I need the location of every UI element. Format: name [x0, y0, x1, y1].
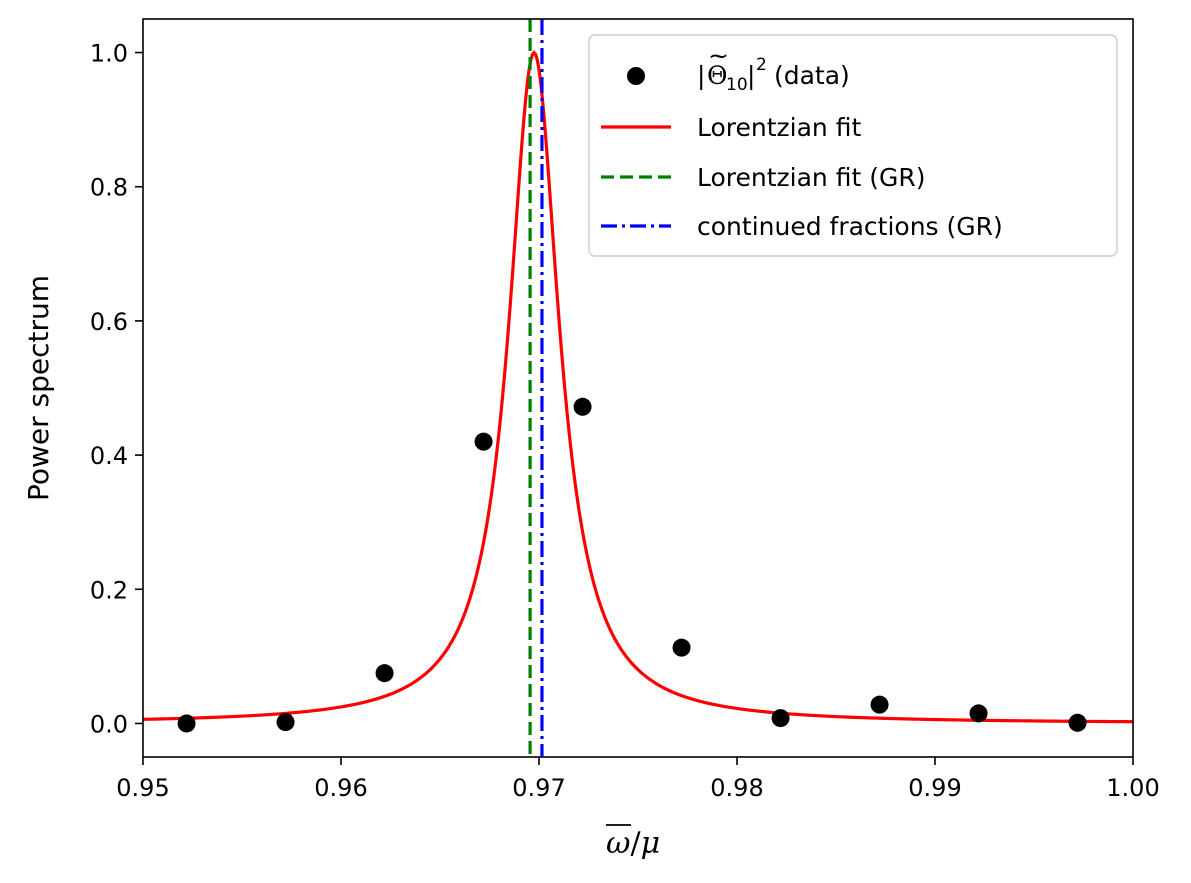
x-axis-label-slash: / [630, 826, 641, 861]
data-point [375, 664, 394, 683]
axes-frame [142, 18, 1134, 758]
x-tick-label: 0.95 [116, 774, 169, 802]
x-tick-label: 0.97 [512, 774, 565, 802]
svg-text:|: | [747, 61, 755, 90]
data-point [969, 704, 988, 723]
x-axis-label-mu: μ [641, 826, 661, 861]
svg-text:ω/μ: ω/μ [606, 826, 660, 861]
y-axis-ticks: 0.0 0.2 0.4 0.6 0.8 1.0 [90, 40, 143, 738]
data-point [771, 709, 790, 728]
data-point [1068, 713, 1087, 732]
y-tick-label: 0.6 [90, 308, 128, 336]
x-tick-label: 0.96 [314, 774, 367, 802]
svg-text:Θ: Θ [707, 61, 728, 90]
data-layer [143, 19, 1133, 757]
y-tick-label: 1.0 [90, 40, 128, 68]
legend-cf-label: continued fractions (GR) [697, 212, 1003, 241]
y-tick-label: 0.0 [90, 710, 128, 738]
svg-text:(data): (data) [766, 61, 850, 90]
lorentzian-fit-curve [143, 50, 1133, 724]
legend-box [588, 34, 1118, 257]
legend-scatter-marker [627, 67, 645, 85]
data-point [870, 695, 889, 714]
y-tick-label: 0.4 [90, 442, 128, 470]
legend-fit-gr-label: Lorentzian fit (GR) [697, 163, 925, 192]
x-tick-label: 1.00 [1106, 774, 1159, 802]
legend-fit-label: Lorentzian fit [697, 113, 861, 142]
legend: | Θ ~ 10 | 2 (data) Lorentzian fit Loren… [588, 34, 1118, 257]
x-axis-label: ω/μ [606, 824, 660, 861]
y-tick-label: 0.8 [90, 174, 128, 202]
y-tick-label: 0.2 [90, 576, 128, 604]
svg-text:2: 2 [756, 55, 767, 75]
x-tick-label: 0.99 [908, 774, 961, 802]
data-point [672, 638, 691, 657]
x-axis-label-omega: ω [606, 826, 630, 861]
data-point [474, 432, 493, 451]
data-point [276, 713, 295, 732]
data-point [573, 397, 592, 416]
data-point [177, 714, 196, 733]
svg-text:~: ~ [708, 41, 729, 70]
legend-scatter-label: | Θ ~ 10 | 2 (data) [697, 41, 850, 95]
x-tick-label: 0.98 [710, 774, 763, 802]
svg-text:|: | [697, 61, 705, 90]
x-axis-ticks: 0.95 0.96 0.97 0.98 0.99 1.00 [116, 757, 1160, 802]
y-axis-label: Power spectrum [22, 275, 55, 501]
svg-text:10: 10 [726, 75, 748, 95]
